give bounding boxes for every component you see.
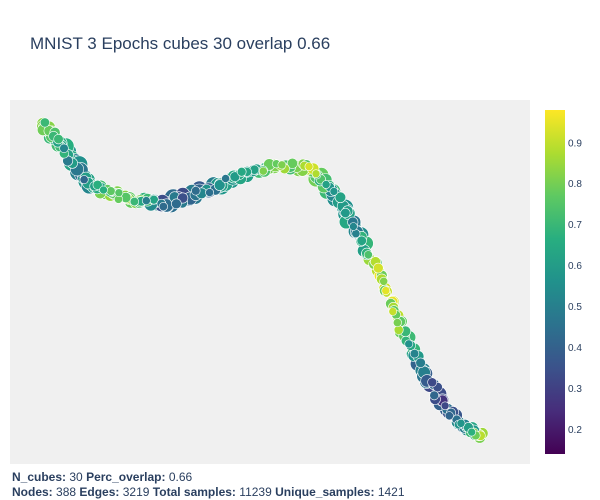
colorbar-ticks: 0.2 0.3 0.4 0.5 0.6 0.7 0.8 0.9 xyxy=(568,138,582,436)
footer-label: Total samples: xyxy=(152,485,236,499)
node-point[interactable] xyxy=(456,418,466,428)
node-point[interactable] xyxy=(321,180,331,189)
node-point[interactable] xyxy=(205,188,214,197)
footer-label: Edges: xyxy=(79,485,120,499)
node-point[interactable] xyxy=(92,179,103,190)
node-point[interactable] xyxy=(427,377,438,388)
node-point[interactable] xyxy=(392,318,402,328)
node-point[interactable] xyxy=(340,207,351,219)
node-point[interactable] xyxy=(59,143,69,154)
footer-label: Unique_samples: xyxy=(275,485,375,499)
node-point[interactable] xyxy=(379,276,389,286)
footer-line-1: N_cubes: 30 Perc_overlap: 0.66 xyxy=(12,470,405,485)
node-point[interactable] xyxy=(429,390,440,401)
colorbar-tick-label: 0.8 xyxy=(568,179,582,190)
plot-footer: N_cubes: 30 Perc_overlap: 0.66 Nodes: 38… xyxy=(12,470,405,500)
perc-overlap-value: 0.66 xyxy=(168,470,193,484)
footer-label: N_cubes: xyxy=(12,470,67,484)
footer-label: Perc_overlap: xyxy=(86,470,166,484)
node-point[interactable] xyxy=(213,179,226,191)
node-point[interactable] xyxy=(286,157,298,169)
node-point[interactable] xyxy=(334,191,347,204)
node-point[interactable] xyxy=(221,174,230,183)
node-point[interactable] xyxy=(158,202,168,212)
node-point[interactable] xyxy=(39,117,50,128)
node-point[interactable] xyxy=(236,167,247,177)
unique-samples-value: 1421 xyxy=(377,485,405,499)
node-point[interactable] xyxy=(304,162,314,171)
node-point[interactable] xyxy=(467,427,477,437)
colorbar-tick-label: 0.9 xyxy=(568,138,582,149)
node-point[interactable] xyxy=(409,349,420,359)
colorbar xyxy=(545,110,565,454)
node-point[interactable] xyxy=(372,262,384,274)
node-point[interactable] xyxy=(381,286,391,296)
footer-label: Nodes: xyxy=(12,485,53,499)
colorbar-tick-label: 0.3 xyxy=(568,384,582,395)
colorbar-tick-label: 0.2 xyxy=(568,425,582,436)
data-points xyxy=(36,117,489,444)
colorbar-tick-label: 0.5 xyxy=(568,302,582,313)
footer-line-2: Nodes: 388 Edges: 3219 Total samples: 11… xyxy=(12,485,405,500)
node-point[interactable] xyxy=(114,188,124,197)
node-point[interactable] xyxy=(171,198,182,210)
node-point[interactable] xyxy=(191,186,201,196)
nodes-value: 388 xyxy=(56,485,77,499)
node-point[interactable] xyxy=(440,401,450,411)
chart-title: MNIST 3 Epochs cubes 30 overlap 0.66 xyxy=(30,34,331,53)
node-point[interactable] xyxy=(311,169,321,178)
node-point[interactable] xyxy=(277,160,287,170)
node-point[interactable] xyxy=(349,222,358,231)
node-point[interactable] xyxy=(53,134,64,145)
colorbar-tick-label: 0.6 xyxy=(568,261,582,272)
node-point[interactable] xyxy=(258,166,268,176)
node-point[interactable] xyxy=(444,411,454,421)
n-cubes-value: 30 xyxy=(69,470,83,484)
node-point[interactable] xyxy=(79,175,89,185)
colorbar-tick-label: 0.4 xyxy=(568,343,582,354)
colorbar-tick-label: 0.7 xyxy=(568,220,582,231)
node-point[interactable] xyxy=(415,357,426,368)
node-point[interactable] xyxy=(129,197,139,207)
node-point[interactable] xyxy=(388,307,398,316)
edges-value: 3219 xyxy=(122,485,150,499)
node-point[interactable] xyxy=(99,185,108,195)
node-point[interactable] xyxy=(363,250,373,260)
node-point[interactable] xyxy=(106,186,116,196)
node-point[interactable] xyxy=(229,171,241,182)
node-point[interactable] xyxy=(329,187,339,196)
node-point[interactable] xyxy=(404,339,414,349)
node-point[interactable] xyxy=(141,196,151,206)
total-samples-value: 11239 xyxy=(239,485,272,499)
node-point[interactable] xyxy=(356,235,367,246)
